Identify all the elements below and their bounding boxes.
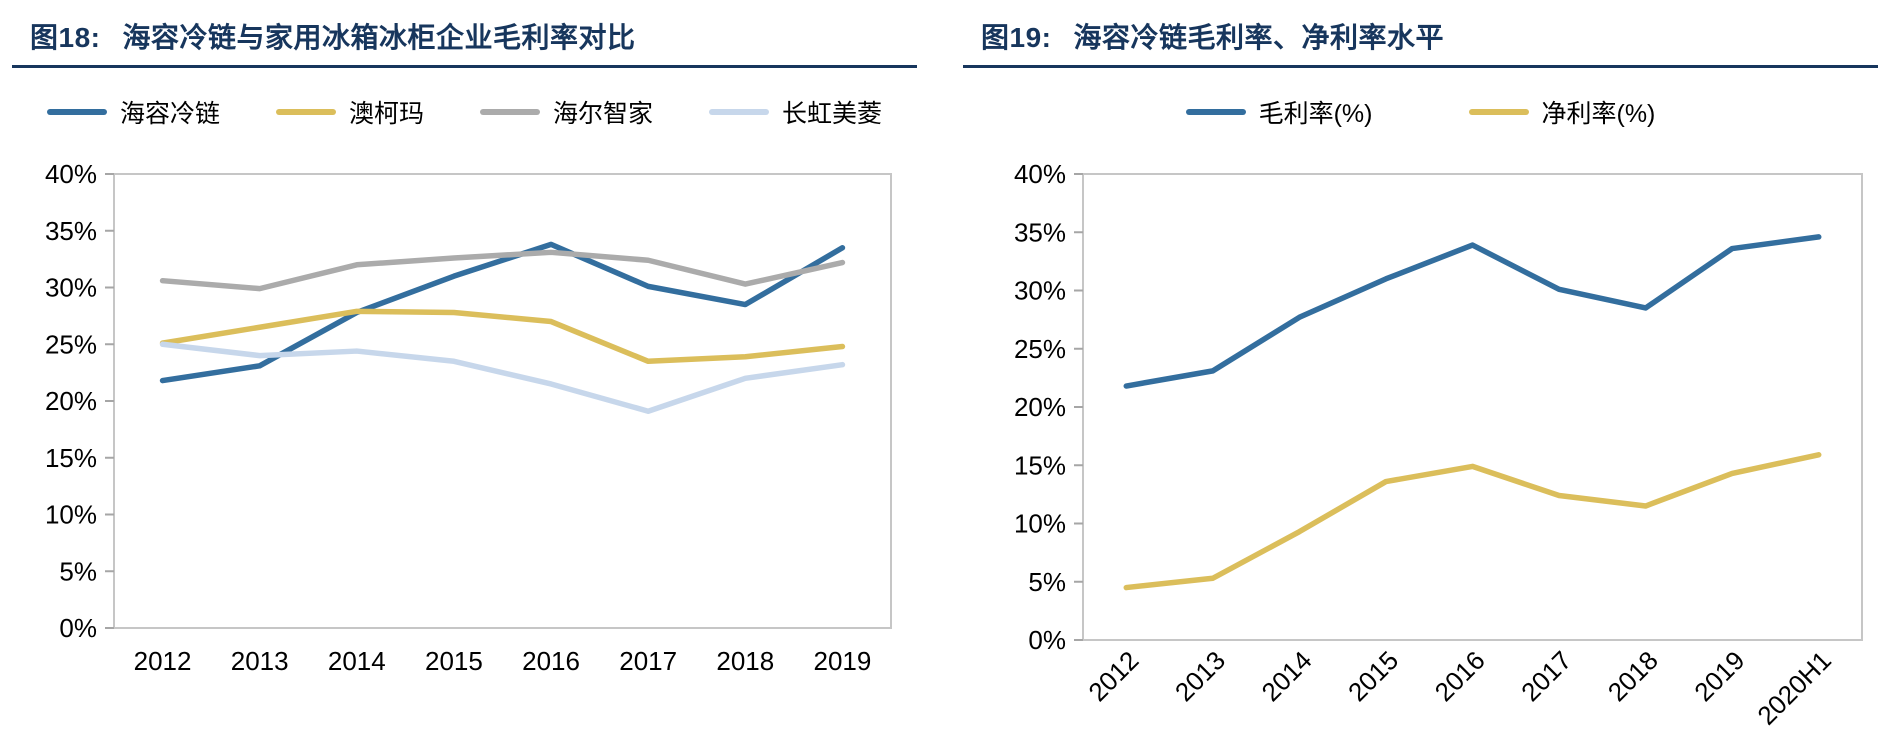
x-axis-tick-label: 2017 — [1515, 645, 1577, 707]
figure-18-legend: 海容冷链 澳柯玛 海尔智家 长虹美菱 — [12, 92, 917, 132]
legend-item: 长虹美菱 — [709, 94, 882, 130]
y-axis-tick-label: 20% — [45, 386, 97, 416]
x-axis-tick-label: 2016 — [1429, 645, 1491, 707]
y-axis-tick-label: 20% — [1014, 392, 1066, 422]
figure-18-title-text: 海容冷链与家用冰箱冰柜企业毛利率对比 — [122, 22, 636, 53]
legend-swatch — [1468, 109, 1529, 115]
y-axis-tick-label: 40% — [45, 159, 97, 189]
legend-swatch — [46, 109, 107, 115]
legend-swatch — [480, 109, 540, 115]
x-axis-tick-label: 2020H1 — [1751, 645, 1837, 731]
y-axis-tick-label: 10% — [45, 500, 97, 530]
x-axis-tick-label: 2019 — [1688, 645, 1750, 707]
figure-18-title: 图18: 海容冷链与家用冰箱冰柜企业毛利率对比 — [12, 12, 917, 58]
figure-19-title-underline — [963, 65, 1878, 68]
figure-19-label: 图19: — [981, 22, 1052, 53]
legend-item: 海尔智家 — [480, 94, 653, 130]
legend-swatch — [709, 109, 770, 115]
y-axis-tick-label: 30% — [45, 273, 97, 303]
series-line-毛利率(%) — [1123, 234, 1822, 389]
legend-label: 海尔智家 — [553, 100, 654, 128]
series-line-净利率(%) — [1123, 452, 1822, 591]
figure-19-chart: 0% 5% 10% 15% 20% 25% 30% 35% 40% 2012 2013 2014 201… — [1014, 159, 1863, 731]
y-axis-tick-label: 5% — [1028, 567, 1066, 597]
figure-19-title-text: 海容冷链毛利率、净利率水平 — [1073, 22, 1444, 53]
x-axis-tick-label: 2016 — [522, 646, 580, 676]
y-axis-tick-label: 10% — [1014, 509, 1066, 539]
y-axis-tick-label: 40% — [1014, 159, 1066, 189]
x-axis-tick-label: 2017 — [619, 646, 677, 676]
legend-label: 毛利率(%) — [1258, 100, 1373, 128]
legend-swatch — [275, 109, 336, 115]
y-axis-tick-label: 0% — [1028, 625, 1066, 655]
y-axis-tick-label: 15% — [1014, 450, 1066, 480]
legend-label: 澳柯玛 — [348, 100, 424, 128]
y-axis-tick-label: 25% — [45, 329, 97, 359]
legend-label: 净利率(%) — [1541, 100, 1656, 128]
y-axis-tick-label: 35% — [45, 216, 97, 246]
figure-18-panel: 图18: 海容冷链与家用冰箱冰柜企业毛利率对比 海容冷链 澳柯玛 海尔智家 长虹美菱 … — [12, 12, 917, 744]
figure-19-title: 图19: 海容冷链毛利率、净利率水平 — [963, 12, 1878, 58]
legend-label: 海容冷链 — [119, 100, 220, 128]
x-axis-tick-label: 2014 — [1256, 645, 1318, 707]
x-axis-tick-label: 2018 — [716, 646, 774, 676]
y-axis-tick-label: 0% — [59, 613, 97, 643]
figure-18-chart: 0% 5% 10% 15% 20% 25% 30% 35% 40% 2012 2013 2014 201… — [45, 159, 892, 676]
y-axis-tick-label: 35% — [1014, 217, 1066, 247]
series-line-澳柯玛 — [159, 308, 846, 365]
figure-18-label: 图18: — [30, 22, 101, 53]
legend-swatch — [1185, 109, 1246, 115]
legend-item: 毛利率(%) — [1185, 94, 1373, 130]
x-axis-tick-label: 2015 — [425, 646, 483, 676]
x-axis-tick-label: 2019 — [814, 646, 872, 676]
x-axis-tick-label: 2013 — [231, 646, 289, 676]
x-axis-tick-label: 2018 — [1602, 645, 1664, 707]
series-line-长虹美菱 — [159, 341, 846, 414]
legend-item: 海容冷链 — [46, 94, 220, 130]
figure-19-legend: 毛利率(%) 净利率(%) — [963, 92, 1878, 132]
x-axis-tick-label: 2012 — [1082, 645, 1144, 707]
legend-item: 净利率(%) — [1468, 94, 1656, 130]
y-axis-tick-label: 25% — [1014, 334, 1066, 364]
x-axis-tick-label: 2012 — [134, 646, 192, 676]
series-line-海尔智家 — [159, 249, 846, 292]
series-line-海容冷链 — [159, 241, 846, 384]
legend-label: 长虹美菱 — [782, 100, 883, 128]
x-axis-tick-label: 2015 — [1342, 645, 1404, 707]
x-axis-tick-label: 2014 — [328, 646, 386, 676]
x-axis-tick-label: 2013 — [1169, 645, 1231, 707]
y-axis-tick-label: 15% — [45, 443, 97, 473]
y-axis-tick-label: 5% — [59, 556, 97, 586]
y-axis-tick-label: 30% — [1014, 276, 1066, 306]
figure-19-panel: 图19: 海容冷链毛利率、净利率水平 毛利率(%) 净利率(%) 0% 5% 10% 1… — [963, 12, 1878, 744]
legend-item: 澳柯玛 — [275, 94, 424, 130]
figure-18-title-underline — [12, 65, 917, 68]
